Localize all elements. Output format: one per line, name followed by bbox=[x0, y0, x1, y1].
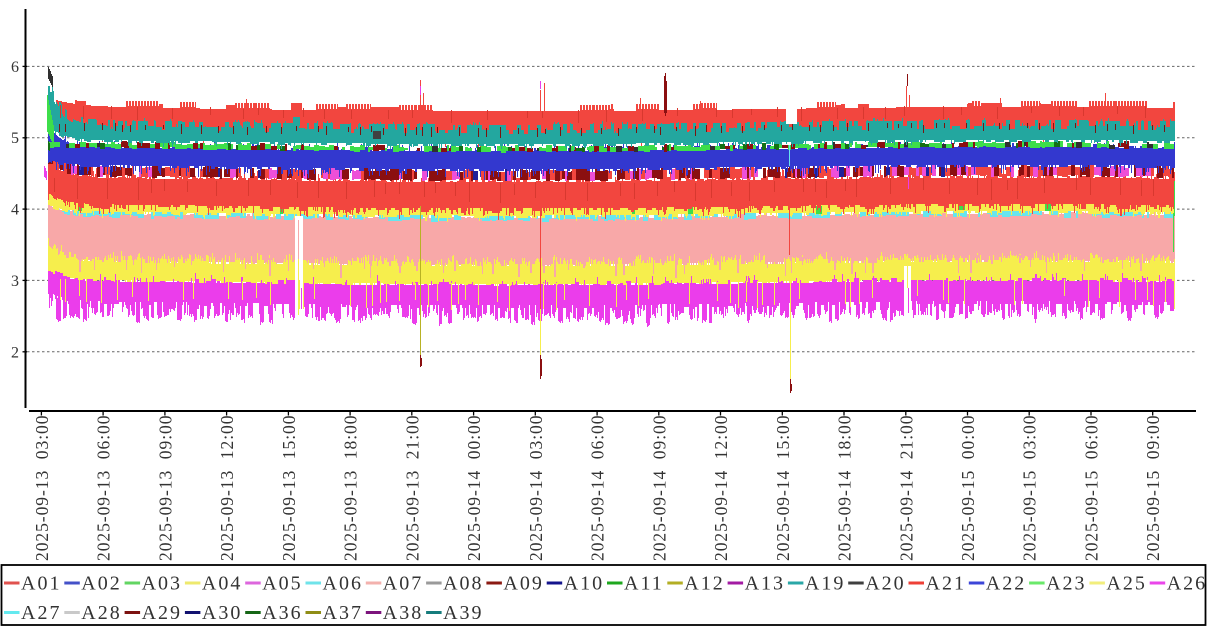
svg-text:2025-09-13 03:00: 2025-09-13 03:00 bbox=[32, 415, 52, 561]
svg-text:A39: A39 bbox=[443, 602, 483, 624]
svg-text:2025-09-13 06:00: 2025-09-13 06:00 bbox=[94, 415, 114, 561]
svg-text:2: 2 bbox=[11, 344, 19, 361]
svg-text:2025-09-14 00:00: 2025-09-14 00:00 bbox=[464, 415, 484, 561]
svg-text:A30: A30 bbox=[202, 602, 242, 624]
svg-text:2025-09-14 18:00: 2025-09-14 18:00 bbox=[835, 415, 855, 561]
svg-text:A07: A07 bbox=[383, 573, 423, 595]
svg-text:A06: A06 bbox=[323, 573, 363, 595]
svg-text:A20: A20 bbox=[865, 573, 905, 595]
svg-text:4: 4 bbox=[11, 202, 19, 219]
svg-text:2025-09-15 00:00: 2025-09-15 00:00 bbox=[958, 415, 978, 561]
svg-text:A22: A22 bbox=[986, 573, 1026, 595]
svg-text:A08: A08 bbox=[443, 573, 483, 595]
svg-text:A04: A04 bbox=[202, 573, 242, 595]
svg-text:A05: A05 bbox=[262, 573, 302, 595]
svg-text:2025-09-14 09:00: 2025-09-14 09:00 bbox=[649, 415, 669, 561]
svg-text:A10: A10 bbox=[564, 573, 604, 595]
svg-text:A11: A11 bbox=[624, 573, 664, 595]
svg-text:2025-09-15 09:00: 2025-09-15 09:00 bbox=[1143, 415, 1163, 561]
svg-text:2025-09-14 06:00: 2025-09-14 06:00 bbox=[588, 415, 608, 561]
svg-text:2025-09-13 21:00: 2025-09-13 21:00 bbox=[402, 415, 422, 561]
svg-text:2025-09-13 09:00: 2025-09-13 09:00 bbox=[155, 415, 175, 561]
svg-text:A28: A28 bbox=[81, 602, 121, 624]
svg-text:A26: A26 bbox=[1167, 573, 1207, 595]
svg-text:A09: A09 bbox=[503, 573, 543, 595]
svg-text:A03: A03 bbox=[142, 573, 182, 595]
svg-text:A19: A19 bbox=[805, 573, 845, 595]
svg-text:2025-09-15 03:00: 2025-09-15 03:00 bbox=[1020, 415, 1040, 561]
svg-text:A37: A37 bbox=[323, 602, 363, 624]
svg-text:2025-09-13 15:00: 2025-09-13 15:00 bbox=[279, 415, 299, 561]
svg-text:A29: A29 bbox=[142, 602, 182, 624]
svg-text:A21: A21 bbox=[926, 573, 966, 595]
svg-text:2025-09-14 12:00: 2025-09-14 12:00 bbox=[711, 415, 731, 561]
svg-text:3: 3 bbox=[11, 273, 19, 290]
svg-text:A02: A02 bbox=[81, 573, 121, 595]
svg-text:6: 6 bbox=[11, 59, 19, 76]
svg-text:A25: A25 bbox=[1106, 573, 1146, 595]
svg-text:2025-09-14 21:00: 2025-09-14 21:00 bbox=[896, 415, 916, 561]
svg-text:2025-09-15 06:00: 2025-09-15 06:00 bbox=[1082, 415, 1102, 561]
svg-text:2025-09-13 18:00: 2025-09-13 18:00 bbox=[341, 415, 361, 561]
svg-text:2025-09-14 15:00: 2025-09-14 15:00 bbox=[773, 415, 793, 561]
svg-text:A36: A36 bbox=[262, 602, 302, 624]
svg-text:A13: A13 bbox=[745, 573, 785, 595]
svg-text:A38: A38 bbox=[383, 602, 423, 624]
svg-text:A12: A12 bbox=[684, 573, 724, 595]
svg-text:A01: A01 bbox=[21, 573, 61, 595]
svg-text:2025-09-13 12:00: 2025-09-13 12:00 bbox=[217, 415, 237, 561]
svg-text:A23: A23 bbox=[1046, 573, 1086, 595]
svg-text:A27: A27 bbox=[21, 602, 61, 624]
svg-text:2025-09-14 03:00: 2025-09-14 03:00 bbox=[526, 415, 546, 561]
svg-text:5: 5 bbox=[11, 130, 19, 147]
